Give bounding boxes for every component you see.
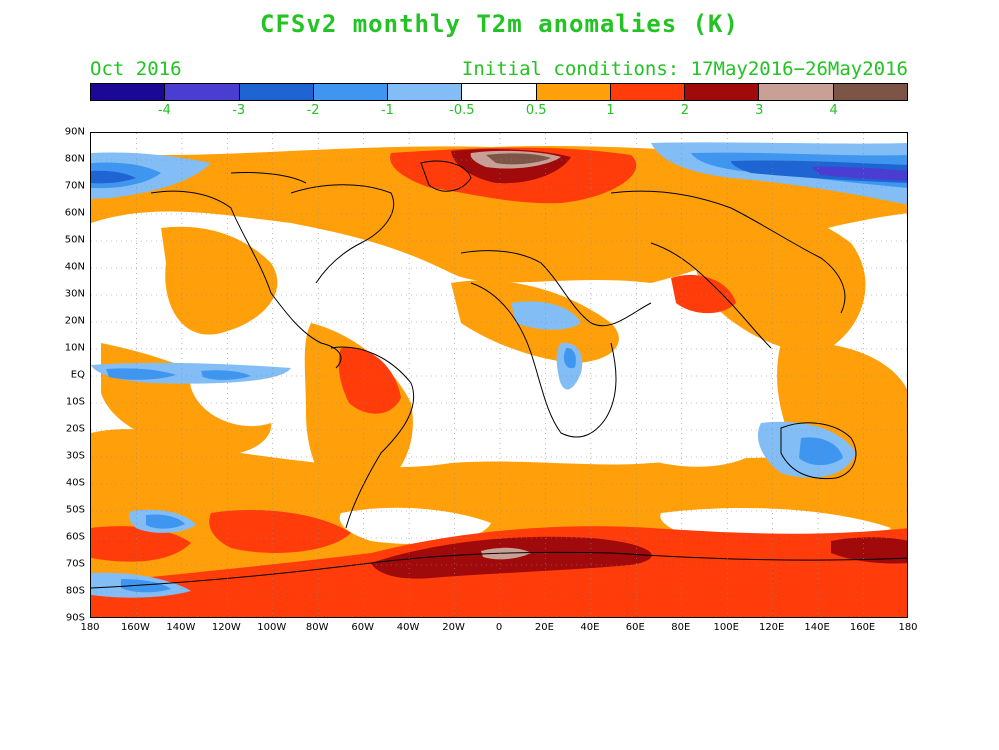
colorbar-label: -3 [232,103,246,118]
colorbar-swatch [462,84,537,100]
colorbar-swatch [685,84,760,100]
anomaly-region [799,437,843,466]
lat-tick-label: 10S [65,396,85,408]
lon-tick-label: 60W [351,622,374,633]
colorbar-swatch [833,84,907,100]
lat-tick-label: 90S [65,612,85,624]
colorbar-swatch [759,84,834,100]
lat-tick-label: EQ [70,369,85,381]
colorbar-swatch [239,84,314,100]
colorbar-swatch [610,84,686,100]
colorbar-swatch [313,84,389,100]
map-title: CFSv2 monthly T2m anomalies (K) [260,10,739,38]
lon-tick-label: 120W [211,622,241,633]
anomaly-map [91,133,907,617]
lon-tick-label: 160W [120,622,150,633]
neutral-region [339,507,491,544]
initial-conditions-label: Initial conditions: 17May2016−26May2016 [461,58,908,80]
anomaly-region [91,170,136,184]
coastline [610,190,846,314]
anomaly-region [146,514,185,529]
lon-tick-label: 120E [758,622,785,633]
anomaly-region [811,166,907,181]
anomaly-region [563,347,576,369]
coastline [150,190,342,369]
colorbar-labels: -4 -3 -2 -1 -0.5 0.5 1 2 3 4 [90,103,908,121]
anomaly-region [161,226,278,335]
valid-month-label: Oct 2016 [90,58,182,80]
colorbar-label: -4 [157,103,171,118]
coastline [420,160,472,192]
lon-tick-label: 20W [442,622,465,633]
lat-tick-label: 40S [65,477,85,489]
colorbar-swatch [165,84,240,100]
lon-tick-label: 180 [898,622,918,633]
coastline [470,282,617,438]
colorbar-label: -1 [380,103,394,118]
lat-tick-label: 30S [65,450,85,462]
anomaly-region [671,274,736,314]
colorbar-label: -2 [306,103,320,118]
map-panel [90,132,908,618]
anomaly-region [106,368,176,380]
colorbar-label: 2 [680,103,690,118]
anomaly-region [201,370,251,380]
lat-tick-label: 90N [64,126,85,138]
lon-tick-label: 80W [305,622,329,633]
lon-tick-label: 20E [534,622,554,633]
anomaly-region [338,347,401,414]
lat-tick-label: 20S [65,423,85,435]
colorbar-label: 0.5 [525,103,547,118]
colorbar [90,83,908,101]
coastline [650,242,772,349]
neutral-region [414,342,521,456]
colorbar-label: -0.5 [449,103,475,118]
lon-tick-label: 160E [849,622,876,633]
anomaly-region [209,509,351,553]
lon-tick-label: 100E [713,622,739,633]
anomaly-region [511,301,581,330]
lon-tick-label: 40E [580,622,600,633]
colorbar-swatch [91,84,166,100]
anomaly-region [121,579,171,593]
lat-tick-label: 60S [65,531,85,543]
anomaly-region [486,153,551,165]
lon-tick-label: 140W [166,622,196,633]
lon-tick-label: 180 [80,622,100,633]
lon-tick-label: 0 [495,622,503,633]
coastline [780,422,857,480]
lon-tick-label: 80E [671,622,691,633]
colorbar-label: 3 [755,103,764,118]
lat-tick-label: 30N [64,288,85,300]
lon-tick-label: 60E [625,622,645,633]
colorbar-swatch [536,84,611,100]
lon-tick-label: 40W [396,622,420,633]
colorbar-label: 4 [829,103,838,118]
coastline [330,346,415,529]
coastline [91,551,907,589]
lon-tick-label: 100W [257,622,287,633]
coastline [460,250,652,327]
lat-tick-label: 70S [65,558,85,570]
lat-tick-label: 60N [64,207,85,219]
lon-tick-label: 140E [804,622,830,633]
lat-tick-label: 80N [64,153,85,165]
neutral-region [627,372,771,467]
colorbar-label: 1 [606,103,615,118]
lat-tick-label: 20N [64,315,85,327]
coastline [290,184,395,284]
lat-tick-label: 40N [64,261,85,273]
anomaly-region [91,526,191,562]
coastline [230,172,307,184]
lat-tick-label: 50N [64,234,85,246]
lat-tick-label: 50S [65,504,85,516]
lat-tick-label: 70N [64,180,85,192]
lat-tick-label: 80S [65,585,85,597]
colorbar-swatch [388,84,463,100]
lat-tick-label: 10N [64,342,85,354]
anomaly-region [831,537,907,564]
anomaly-region [692,200,866,353]
